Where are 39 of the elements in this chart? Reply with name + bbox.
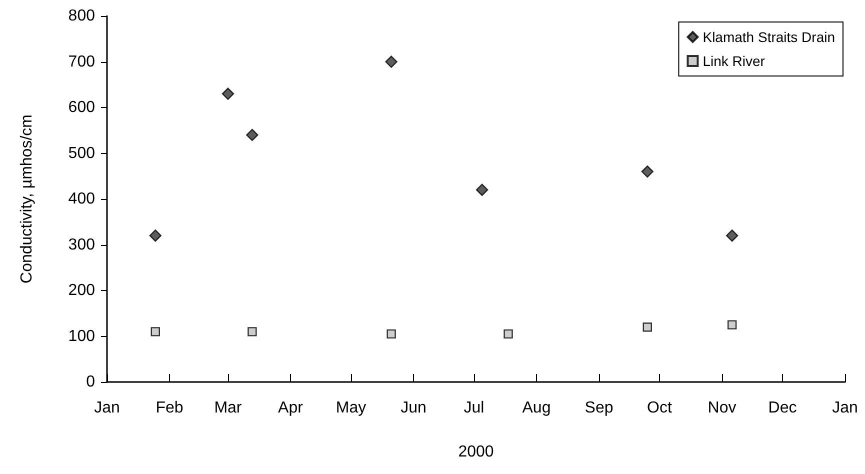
point bbox=[246, 128, 258, 142]
point bbox=[641, 165, 654, 178]
x-tick-label: Oct bbox=[647, 400, 672, 416]
point bbox=[727, 320, 737, 330]
y-tick-label: 400 bbox=[68, 190, 96, 208]
point bbox=[149, 230, 162, 242]
y-tick-label: 500 bbox=[68, 144, 96, 162]
x-axis-title: 2000 bbox=[458, 444, 494, 460]
x-tick-label: Apr bbox=[278, 400, 304, 416]
legend-label: Link River bbox=[702, 53, 766, 69]
x-tick-label: Sep bbox=[584, 400, 614, 416]
y-tick-label: 700 bbox=[68, 53, 96, 70]
x-tick-label: Mar bbox=[214, 400, 242, 416]
y-tick-label: 800 bbox=[68, 8, 96, 24]
y-tick-label: 600 bbox=[68, 99, 96, 116]
x-tick-label: May bbox=[336, 400, 366, 416]
point bbox=[476, 184, 488, 196]
x-tick-label: Jun bbox=[400, 400, 426, 416]
x-tick-label: Feb bbox=[156, 400, 184, 416]
y-tick-label: 0 bbox=[86, 374, 96, 390]
x-tick-label: Nov bbox=[708, 400, 736, 416]
point bbox=[385, 56, 398, 68]
point bbox=[726, 230, 738, 242]
x-tick-label: Dec bbox=[768, 400, 797, 416]
x-tick-label: Jan bbox=[832, 400, 858, 416]
y-tick-label: 200 bbox=[68, 282, 96, 299]
y-tick-label: 100 bbox=[68, 328, 96, 345]
legend-label: Klamath Straits Drain bbox=[702, 29, 836, 45]
point bbox=[150, 327, 160, 336]
y-axis-title: Conductivity, µmhos/cm bbox=[18, 114, 36, 284]
y-tick-label: 300 bbox=[68, 236, 96, 254]
point bbox=[222, 88, 234, 100]
point bbox=[386, 329, 396, 339]
point bbox=[504, 329, 513, 339]
x-tick-label: Jul bbox=[464, 400, 484, 416]
x-tick-label: Aug bbox=[522, 400, 551, 416]
point bbox=[642, 322, 652, 332]
x-tick-label: Jan bbox=[94, 400, 120, 416]
point bbox=[248, 327, 257, 336]
